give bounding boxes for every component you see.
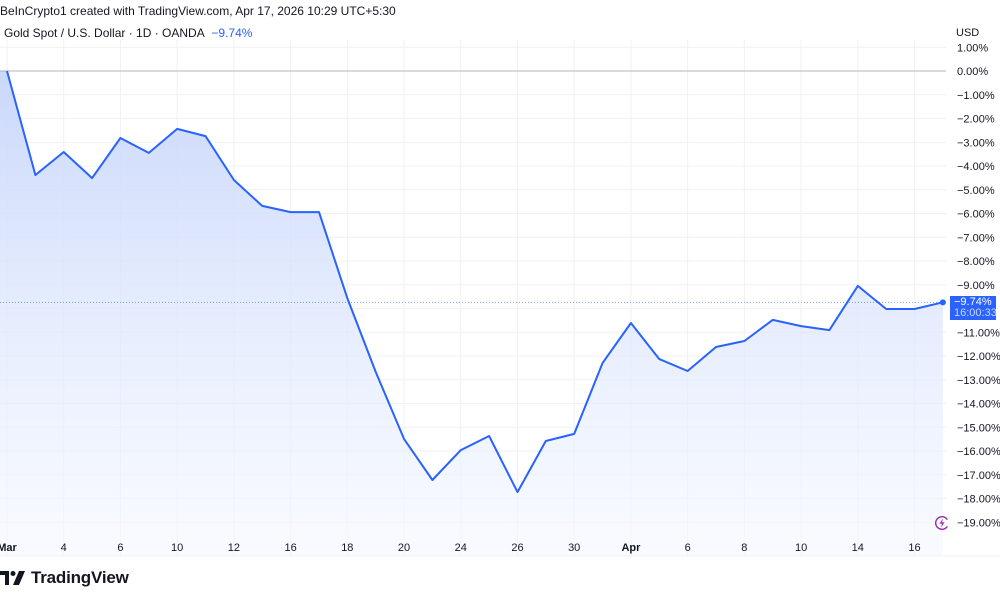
price-tick-label: 0.00% bbox=[957, 66, 988, 78]
time-tick-label: 8 bbox=[741, 542, 747, 554]
time-scale[interactable]: Mar 4 6 10 12 16 18 20 24 26 30 Apr 6 8 10 14 16 bbox=[0, 542, 921, 554]
time-tick-label: 6 bbox=[117, 542, 123, 554]
chart-credit: BeInCrypto1 created with TradingView.com… bbox=[0, 4, 396, 18]
time-tick-label: 30 bbox=[568, 542, 580, 554]
time-tick-label: 16 bbox=[284, 542, 296, 554]
time-tick-label: 14 bbox=[852, 542, 864, 554]
price-tick-label: −16.00% bbox=[957, 446, 1000, 458]
tradingview-logo[interactable]: TradingView bbox=[0, 568, 129, 588]
price-tick-label: 1.00% bbox=[957, 42, 988, 54]
time-tick-label: 6 bbox=[685, 542, 691, 554]
time-tick-label: 20 bbox=[398, 542, 410, 554]
price-tick-label: −5.00% bbox=[957, 185, 995, 197]
price-tick-label: −9.00% bbox=[957, 280, 995, 292]
price-scale[interactable]: 1.00% 0.00% −1.00% −2.00% −3.00% −4.00% −5.00%… bbox=[957, 42, 1000, 529]
price-tick-label: −11.00% bbox=[957, 327, 1000, 339]
price-tick-label: −7.00% bbox=[957, 232, 995, 244]
price-tick-label: −17.00% bbox=[957, 470, 1000, 482]
lightning-icon[interactable] bbox=[934, 515, 950, 531]
time-tick-label: 4 bbox=[61, 542, 67, 554]
tradingview-logo-icon bbox=[0, 571, 25, 585]
last-price-value: −9.74% bbox=[954, 296, 992, 308]
price-line[interactable] bbox=[6, 70, 944, 494]
price-tick-label: −18.00% bbox=[957, 494, 1000, 506]
bar-countdown: 16:00:33 bbox=[954, 307, 997, 319]
symbol-title: Gold Spot / U.S. Dollar · 1D · OANDA bbox=[4, 26, 205, 40]
price-tick-label: −19.00% bbox=[957, 517, 1000, 529]
area-fill bbox=[0, 71, 943, 556]
price-tick-label: −2.00% bbox=[957, 114, 995, 126]
price-tick-label: −14.00% bbox=[957, 399, 1000, 411]
time-tick-label: Apr bbox=[621, 542, 641, 554]
price-tick-label: −12.00% bbox=[957, 351, 1000, 363]
time-tick-label: 12 bbox=[228, 542, 240, 554]
time-tick-label: Mar bbox=[0, 542, 17, 554]
time-tick-label: 26 bbox=[511, 542, 523, 554]
price-tick-label: −8.00% bbox=[957, 256, 995, 268]
price-tick-label: −4.00% bbox=[957, 161, 995, 173]
change-value: −9.74% bbox=[211, 26, 253, 40]
tradingview-wordmark: TradingView bbox=[31, 568, 129, 587]
price-tick-label: −1.00% bbox=[957, 90, 995, 102]
time-tick-label: 16 bbox=[908, 542, 920, 554]
price-chart[interactable]: 1.00% 0.00% −1.00% −2.00% −3.00% −4.00% −5.00%… bbox=[0, 0, 1000, 560]
currency-label[interactable]: USD bbox=[950, 24, 1000, 42]
time-tick-label: 10 bbox=[795, 542, 807, 554]
time-tick-label: 24 bbox=[455, 542, 467, 554]
time-tick-label: 18 bbox=[341, 542, 353, 554]
symbol-legend[interactable]: Gold Spot / U.S. Dollar · 1D · OANDA −9.… bbox=[4, 26, 252, 40]
time-tick-label: 10 bbox=[171, 542, 183, 554]
price-tick-label: −3.00% bbox=[957, 137, 995, 149]
price-tick-label: −15.00% bbox=[957, 422, 1000, 434]
price-tick-label: −6.00% bbox=[957, 209, 995, 221]
price-tick-label: −13.00% bbox=[957, 375, 1000, 387]
last-price-dot bbox=[939, 299, 946, 306]
last-price-tag: −9.74% 16:00:33 bbox=[950, 296, 997, 320]
